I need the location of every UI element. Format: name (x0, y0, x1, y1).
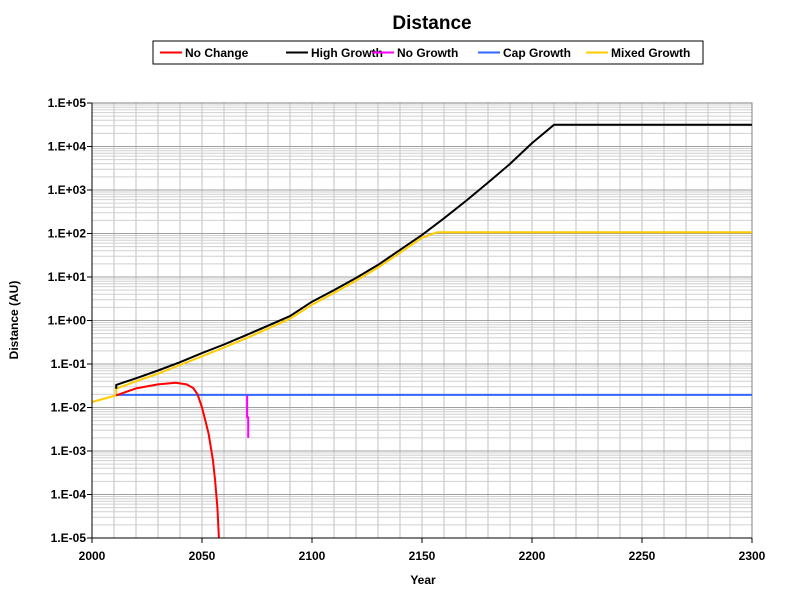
legend-box (152, 40, 704, 65)
legend-entry-label: Mixed Growth (611, 46, 690, 60)
y-tick-label: 1.E+00 (48, 314, 87, 328)
y-tick-label: 1.E+03 (48, 183, 87, 197)
x-tick-label: 2150 (409, 549, 436, 563)
y-tick-label: 1.E+04 (48, 140, 87, 154)
x-axis-label: Year (410, 573, 436, 587)
legend-entry-label: No Growth (397, 46, 458, 60)
series-lines (91, 123, 752, 539)
y-axis-label: Distance (AU) (7, 281, 21, 360)
legend: No Change High Growth No Growth Cap Growth M… (152, 40, 704, 65)
series-line-mixed-growth (91, 231, 752, 403)
series-line-no-change (115, 381, 220, 539)
y-tick-label: 1.E-01 (51, 357, 87, 371)
axis-ticks: 2000 2050 2100 2150 2200 2250 2300 1.E-05 1.E-04… (48, 96, 766, 563)
legend-entry-label: High Growth (311, 46, 383, 60)
x-tick-label: 2200 (519, 549, 546, 563)
x-tick-label: 2050 (189, 549, 216, 563)
y-tick-label: 1.E+02 (48, 227, 87, 241)
y-tick-label: 1.E-05 (51, 531, 87, 545)
y-tick-label: 1.E-04 (51, 488, 87, 502)
y-tick-label: 1.E-02 (51, 401, 87, 415)
y-tick-label: 1.E-03 (51, 444, 87, 458)
y-tick-label: 1.E+01 (48, 270, 87, 284)
x-tick-label: 2250 (629, 549, 656, 563)
x-tick-label: 2000 (79, 549, 106, 563)
y-tick-label: 1.E+05 (48, 96, 87, 110)
chart-title: Distance (392, 13, 471, 34)
gridlines (92, 103, 752, 539)
x-tick-label: 2300 (739, 549, 766, 563)
x-tick-label: 2100 (299, 549, 326, 563)
legend-entry-label: Cap Growth (503, 46, 571, 60)
series-line-no-growth (246, 395, 250, 438)
legend-entry-label: No Change (185, 46, 249, 60)
series-line-high-growth (115, 123, 752, 389)
